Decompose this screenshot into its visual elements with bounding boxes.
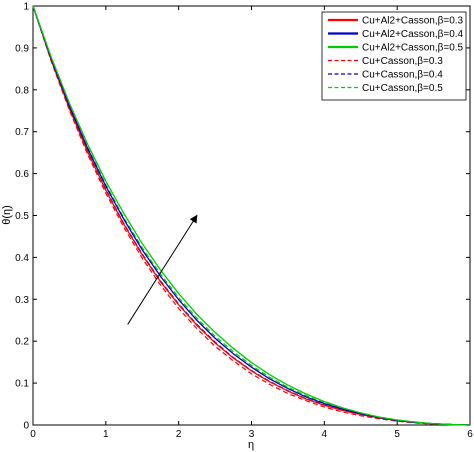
legend-box [321,11,467,101]
x-tick-label: 4 [322,429,328,440]
x-tick-label: 5 [394,429,400,440]
x-axis-title: η [248,439,254,451]
axis-ticks: 0 1 2 3 4 5 6 0 0.1 0.2 0.3 0.4 0.5 0.6 0.7 0.8 0.9 1 [15,2,473,441]
y-tick-label: 0.7 [15,127,29,138]
legend: Cu+Al2+Casson,β=0.3 Cu+Al2+Casson,β=0.4 Cu… [321,11,467,101]
x-tick-label: 6 [467,429,473,440]
y-tick-label: 0.3 [15,295,29,306]
x-tick-label: 0 [30,429,36,440]
y-tick-label: 0.5 [15,211,29,222]
x-tick-label: 1 [103,429,109,440]
y-axis-title: θ(η) [1,205,13,225]
y-tick-label: 1 [23,2,29,13]
y-tick-label: 0 [23,421,29,432]
x-tick-label: 3 [249,429,255,440]
series-line-4 [32,5,471,426]
y-tick-label: 0.1 [15,379,29,390]
y-tick-label: 0.4 [15,253,29,264]
trend-arrow [127,214,198,325]
series-layer [32,5,471,426]
legend-label-6: Cu+Casson,β=0.5 [362,83,443,94]
y-tick-label: 0.9 [15,43,29,54]
x-tick-label: 2 [176,429,182,440]
legend-label-1: Cu+Al2+Casson,β=0.3 [362,16,464,27]
legend-label-2: Cu+Al2+Casson,β=0.4 [362,29,464,40]
y-tick-label: 0.6 [15,169,29,180]
legend-label-5: Cu+Casson,β=0.4 [362,70,443,81]
y-tick-label: 0.2 [15,337,29,348]
legend-label-3: Cu+Al2+Casson,β=0.5 [362,43,464,54]
legend-label-4: Cu+Casson,β=0.3 [362,56,443,67]
series-line-3 [32,5,471,426]
y-tick-label: 0.8 [15,85,29,96]
